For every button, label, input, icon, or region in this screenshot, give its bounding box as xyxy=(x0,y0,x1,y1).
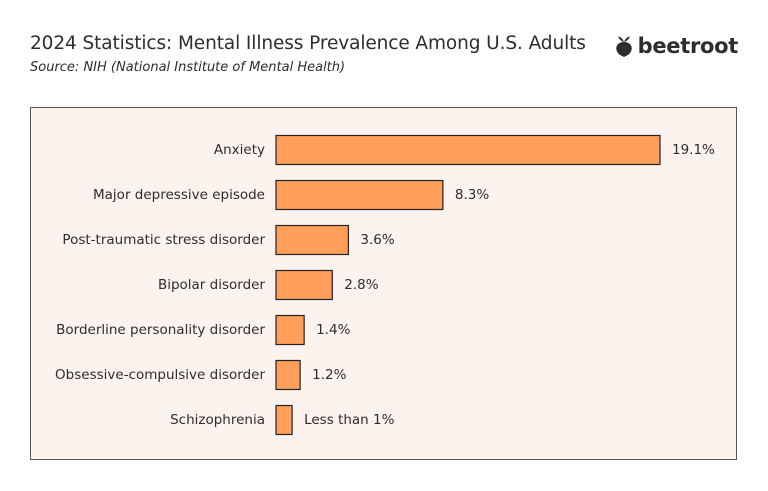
category-label: Post-traumatic stress disorder xyxy=(62,232,265,248)
bar xyxy=(275,179,444,211)
value-label: 8.3% xyxy=(455,187,489,203)
value-label: 3.6% xyxy=(360,232,394,248)
bar xyxy=(275,269,333,301)
brand-name: beetroot xyxy=(637,34,739,58)
bar xyxy=(275,134,661,166)
category-label: Anxiety xyxy=(214,142,265,158)
value-label: 19.1% xyxy=(672,142,715,158)
category-label: Bipolar disorder xyxy=(158,277,266,293)
bar xyxy=(275,404,293,436)
bar xyxy=(275,224,349,256)
value-label: Less than 1% xyxy=(304,412,395,428)
chart-panel: Anxiety 19.1% Major depressive episode 8.3%… xyxy=(30,107,737,460)
chart-source: Source: NIH (National Institute of Menta… xyxy=(30,60,346,75)
value-label: 2.8% xyxy=(344,277,378,293)
bar xyxy=(275,359,301,391)
category-label: Borderline personality disorder xyxy=(56,322,265,338)
category-label: Obsessive-compulsive disorder xyxy=(55,367,265,383)
beetroot-icon xyxy=(615,36,632,57)
value-label: 1.2% xyxy=(312,367,346,383)
value-label: 1.4% xyxy=(316,322,350,338)
bar-chart: Anxiety 19.1% Major depressive episode 8.3%… xyxy=(55,134,715,436)
bar xyxy=(275,314,305,346)
category-label: Major depressive episode xyxy=(93,187,265,203)
brand-logo: beetroot xyxy=(614,34,738,58)
chart-title: 2024 Statistics: Mental Illness Prevalen… xyxy=(30,33,586,54)
category-label: Schizophrenia xyxy=(170,412,265,428)
